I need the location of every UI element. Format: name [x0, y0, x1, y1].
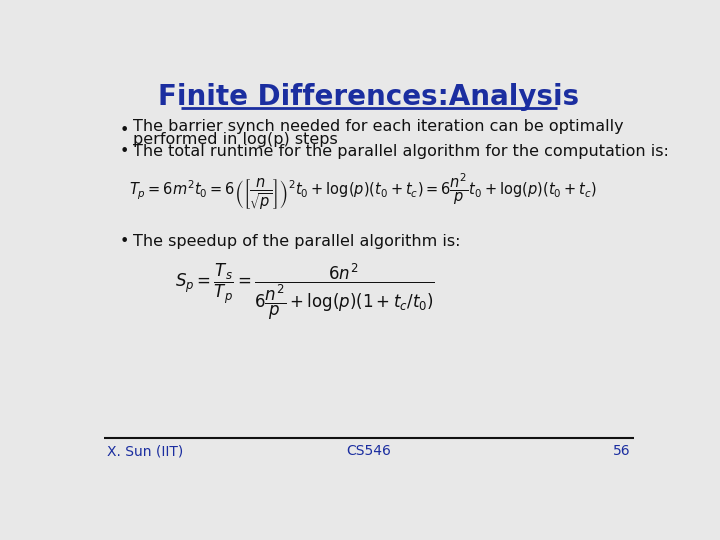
Text: 56: 56 [613, 444, 631, 458]
Text: performed in log(p) steps: performed in log(p) steps [132, 132, 338, 147]
Text: Finite Differences:Analysis: Finite Differences:Analysis [158, 83, 580, 111]
Text: The total runtime for the parallel algorithm for the computation is:: The total runtime for the parallel algor… [132, 144, 668, 159]
Text: CS546: CS546 [346, 444, 392, 458]
Text: •: • [120, 234, 129, 249]
Text: •: • [120, 144, 129, 159]
Text: $T_p = 6m^2t_0 = 6\left(\left[\dfrac{n}{\sqrt{p}}\right]\right)^2 t_0 + \log(p)(: $T_p = 6m^2t_0 = 6\left(\left[\dfrac{n}{… [129, 172, 597, 212]
Text: $S_p = \dfrac{T_s}{T_p} = \dfrac{6n^2}{6\dfrac{n^2}{p} + \log(p)(1 + t_c / t_0)}: $S_p = \dfrac{T_s}{T_p} = \dfrac{6n^2}{6… [175, 262, 435, 322]
Text: •: • [120, 123, 129, 138]
Text: The barrier synch needed for each iteration can be optimally: The barrier synch needed for each iterat… [132, 119, 624, 134]
Text: X. Sun (IIT): X. Sun (IIT) [107, 444, 184, 458]
Text: The speedup of the parallel algorithm is:: The speedup of the parallel algorithm is… [132, 234, 460, 249]
